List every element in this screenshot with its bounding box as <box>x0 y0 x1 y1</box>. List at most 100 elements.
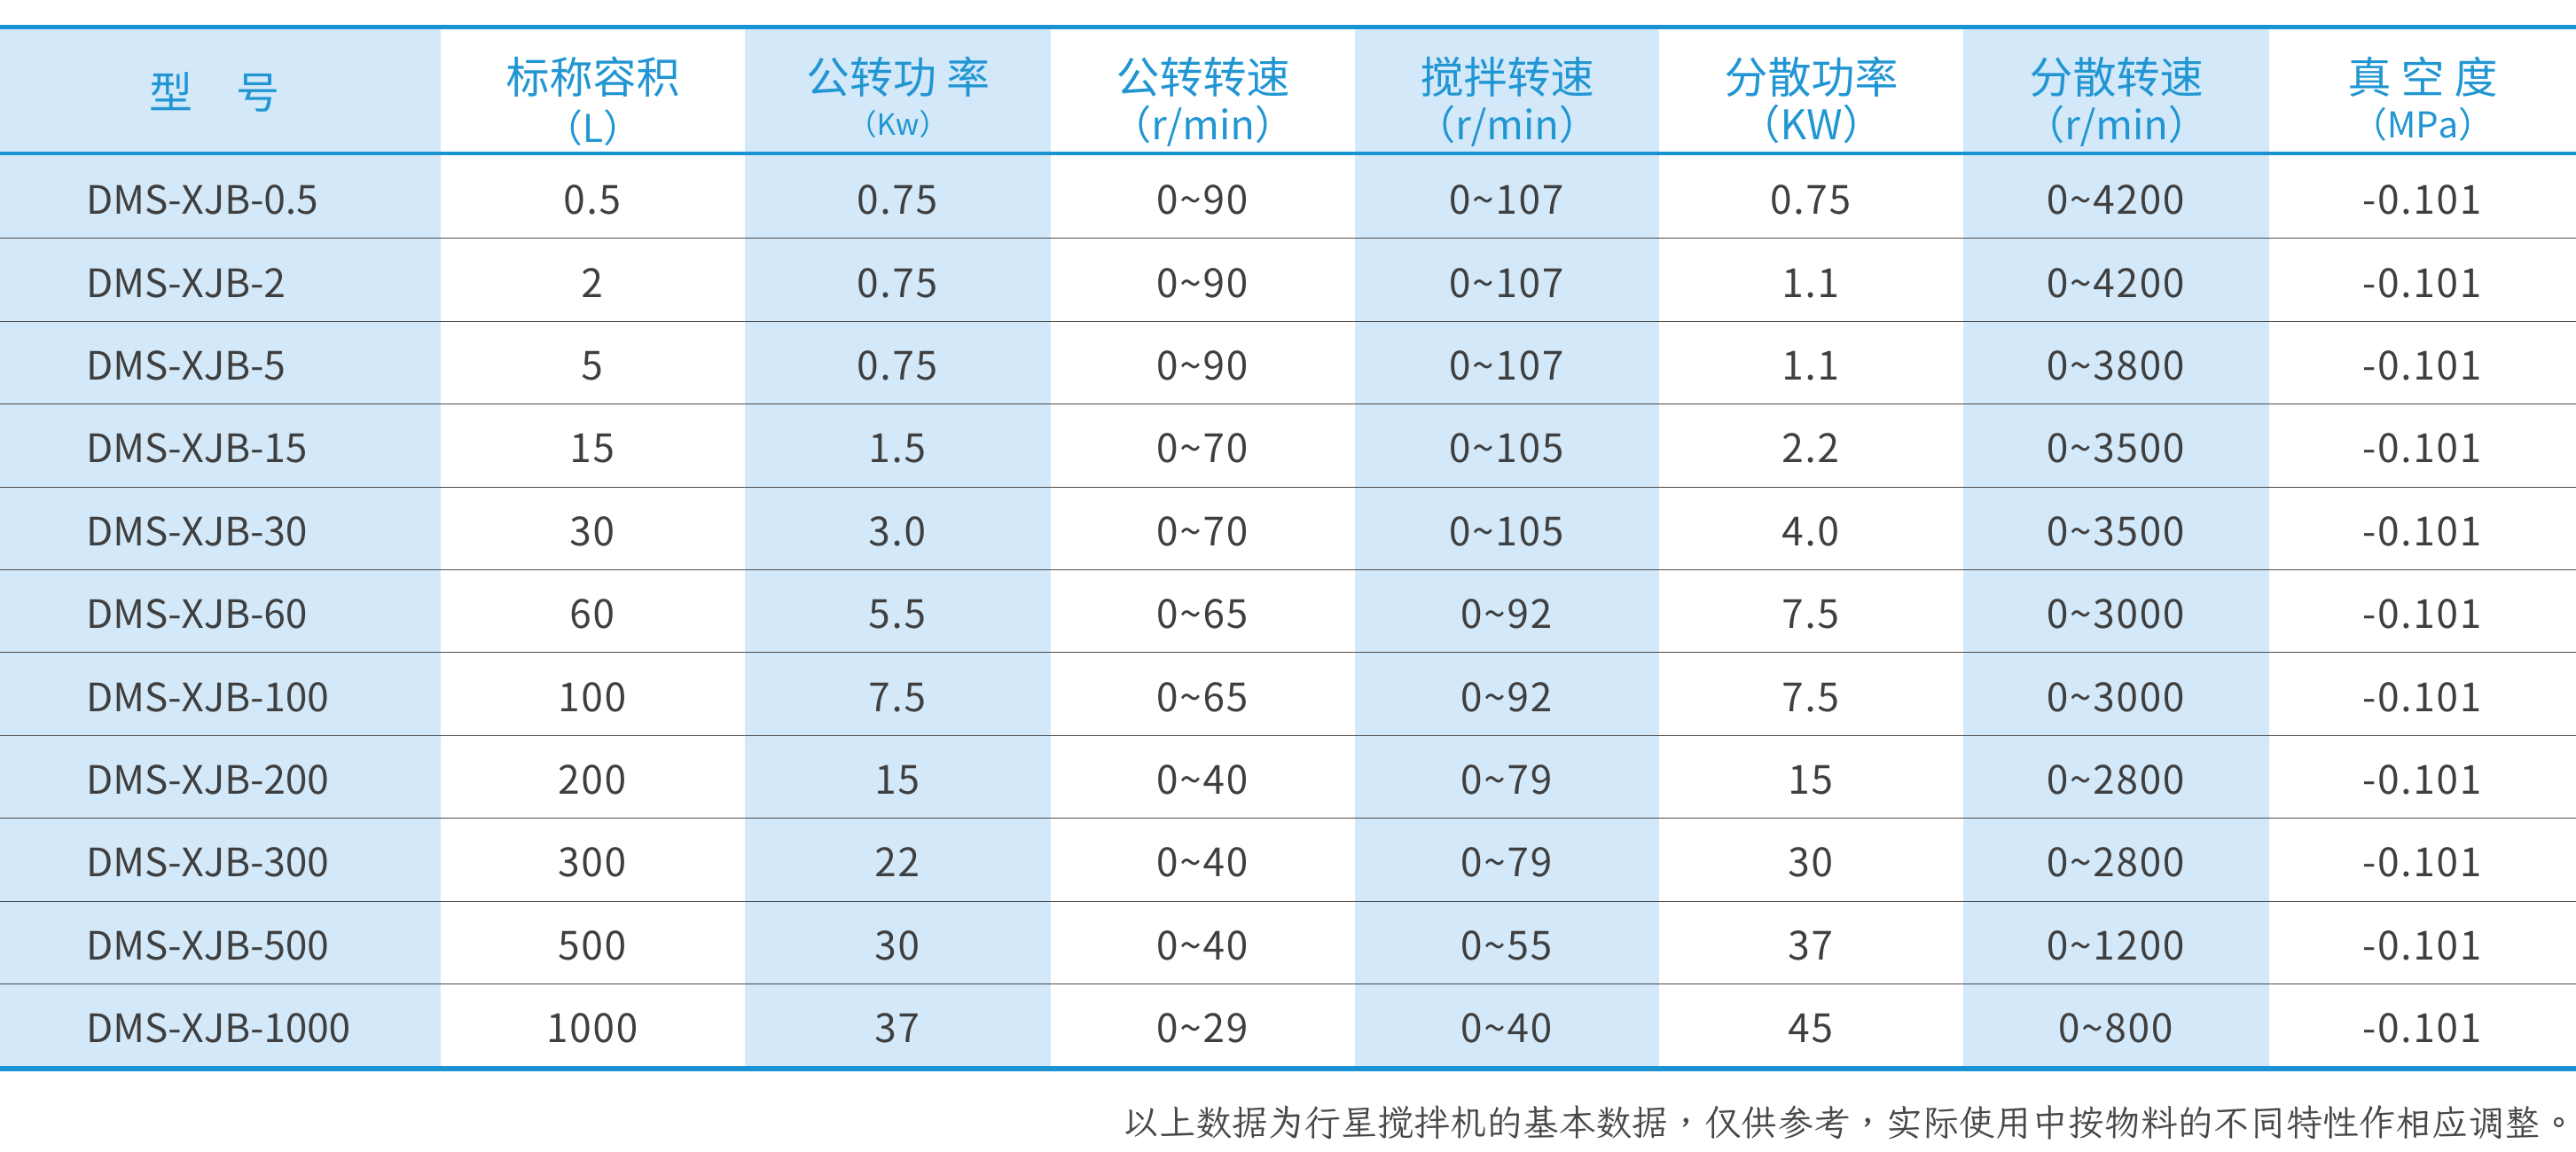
model-cell: DMS-XJB-500 <box>0 901 441 984</box>
value-cell: 7.5 <box>1781 583 1841 640</box>
value-cell: -0.101 <box>2362 997 2483 1054</box>
column-unit: （Kw） <box>847 101 949 144</box>
value-cell: -0.101 <box>2362 499 2483 557</box>
value-cell: 22 <box>745 819 1051 901</box>
table-row: DMS-XJB-30 30 3.0 0~70 0~105 4.0 0~3500 … <box>0 486 2576 569</box>
value-cell: 30 <box>745 901 1051 984</box>
model-cell: DMS-XJB-300 <box>0 819 441 901</box>
column-unit: （KW） <box>1739 93 1883 152</box>
value-cell: -0.101 <box>2362 913 2483 971</box>
column-unit: （MPa） <box>2351 97 2494 148</box>
value-cell: 0~90 <box>1156 251 1249 309</box>
column-title: 公转功 率 <box>806 43 990 106</box>
value-cell: 0~29 <box>1156 997 1249 1054</box>
value-cell: 100 <box>558 665 628 723</box>
value-cell: 45 <box>1788 997 1835 1054</box>
value-cell: 0~70 <box>1156 499 1249 557</box>
value-cell: 0.75 <box>745 321 1051 404</box>
value-cell: 2.2 <box>1781 417 1841 474</box>
column-header-7: 真 空 度 （MPa） <box>2269 29 2576 152</box>
value-cell: 0.5 <box>563 168 622 225</box>
model-cell: DMS-XJB-60 <box>0 569 441 653</box>
value-cell: 500 <box>558 913 628 971</box>
value-cell: 0~105 <box>1355 404 1659 487</box>
value-cell: 30 <box>1788 831 1835 889</box>
value-cell: 0~1200 <box>1963 901 2269 984</box>
value-cell: -0.101 <box>2362 417 2483 474</box>
column-title: 搅拌转速 <box>1420 43 1594 106</box>
value-cell: 0~3500 <box>1963 487 2269 569</box>
value-cell: 0~70 <box>1156 417 1249 474</box>
value-cell: 15 <box>569 417 616 474</box>
value-cell: 0~105 <box>1355 487 1659 569</box>
value-cell: 0~107 <box>1355 321 1659 404</box>
spec-table: 型 号 标称容积 （L） 公转功 率 （Kw） 公转转速 （r/min） 搅拌转… <box>0 29 2576 1072</box>
value-cell: 0~92 <box>1355 653 1659 735</box>
column-header-4: 搅拌转速 （r/min） <box>1355 29 1659 152</box>
table-row: DMS-XJB-2 2 0.75 0~90 0~107 1.1 0~4200 -… <box>0 238 2576 321</box>
column-header-5: 分散功率 （KW） <box>1659 29 1963 152</box>
table-header-row: 型 号 标称容积 （L） 公转功 率 （Kw） 公转转速 （r/min） 搅拌转… <box>0 29 2576 152</box>
value-cell: 0~3000 <box>1963 653 2269 735</box>
value-cell: 0~3800 <box>1963 321 2269 404</box>
value-cell: 0~107 <box>1355 239 1659 321</box>
table-row: DMS-XJB-1000 1000 37 0~29 0~40 45 0~800 … <box>0 983 2576 1067</box>
column-unit: （L） <box>544 98 642 153</box>
value-cell: -0.101 <box>2362 665 2483 723</box>
value-cell: 0~40 <box>1156 831 1249 889</box>
column-title: 型 号 <box>148 59 279 121</box>
table-row: DMS-XJB-60 60 5.5 0~65 0~92 7.5 0~3000 -… <box>0 568 2576 653</box>
value-cell: 0~90 <box>1156 168 1249 225</box>
value-cell: 0.75 <box>745 155 1051 239</box>
value-cell: 7.5 <box>745 653 1051 735</box>
model-cell: DMS-XJB-15 <box>0 404 441 487</box>
table-row: DMS-XJB-15 15 1.5 0~70 0~105 2.2 0~3500 … <box>0 404 2576 487</box>
model-cell: DMS-XJB-30 <box>0 487 441 569</box>
table-top-border <box>0 25 2576 29</box>
column-header-2: 公转功 率 （Kw） <box>745 29 1051 152</box>
value-cell: 0.75 <box>1770 168 1852 225</box>
header-divider <box>0 152 2576 155</box>
table-row: DMS-XJB-5 5 0.75 0~90 0~107 1.1 0~3800 -… <box>0 320 2576 404</box>
column-unit: （r/min） <box>2024 93 2208 151</box>
model-cell: DMS-XJB-200 <box>0 735 441 819</box>
model-cell: DMS-XJB-2 <box>0 239 441 321</box>
value-cell: 1.1 <box>1781 251 1841 309</box>
value-cell: 0~40 <box>1156 748 1249 805</box>
column-header-3: 公转转速 （r/min） <box>1051 29 1355 152</box>
value-cell: 15 <box>745 735 1051 819</box>
value-cell: 0~40 <box>1355 984 1659 1067</box>
footnote-text: 以上数据为行星搅拌机的基本数据，仅供参考，实际使用中按物料的不同特性作相应调整。 <box>1123 1098 2576 1146</box>
value-cell: 0~3500 <box>1963 404 2269 487</box>
table-bottom-border <box>0 1066 2576 1072</box>
value-cell: 15 <box>1788 748 1835 805</box>
value-cell: 0~40 <box>1156 913 1249 971</box>
value-cell: 0~2800 <box>1963 819 2269 901</box>
value-cell: -0.101 <box>2362 168 2483 225</box>
value-cell: 0~79 <box>1355 819 1659 901</box>
table-row: DMS-XJB-200 200 15 0~40 0~79 15 0~2800 -… <box>0 734 2576 819</box>
value-cell: 4.0 <box>1781 499 1841 557</box>
table-body: DMS-XJB-0.5 0.5 0.75 0~90 0~107 0.75 0~4… <box>0 155 2576 1067</box>
value-cell: 0~92 <box>1355 569 1659 653</box>
column-header-6: 分散转速 （r/min） <box>1963 29 2269 152</box>
column-title: 公转转速 <box>1116 43 1290 106</box>
value-cell: -0.101 <box>2362 831 2483 889</box>
column-title: 真 空 度 <box>2347 43 2498 106</box>
model-cell: DMS-XJB-5 <box>0 321 441 404</box>
value-cell: 0~65 <box>1156 665 1249 723</box>
column-title: 分散转速 <box>2029 43 2204 106</box>
model-cell: DMS-XJB-1000 <box>0 984 441 1067</box>
column-unit: （r/min） <box>1111 93 1295 151</box>
value-cell: 1.1 <box>1781 333 1841 391</box>
table-row: DMS-XJB-500 500 30 0~40 0~55 37 0~1200 -… <box>0 900 2576 984</box>
value-cell: -0.101 <box>2362 748 2483 805</box>
value-cell: 0~79 <box>1355 735 1659 819</box>
model-cell: DMS-XJB-0.5 <box>0 155 441 239</box>
table-row: DMS-XJB-0.5 0.5 0.75 0~90 0~107 0.75 0~4… <box>0 155 2576 239</box>
value-cell: 0~107 <box>1355 155 1659 239</box>
value-cell: 5.5 <box>745 569 1051 653</box>
value-cell: 7.5 <box>1781 665 1841 723</box>
value-cell: 60 <box>569 583 616 640</box>
value-cell: 0~2800 <box>1963 735 2269 819</box>
